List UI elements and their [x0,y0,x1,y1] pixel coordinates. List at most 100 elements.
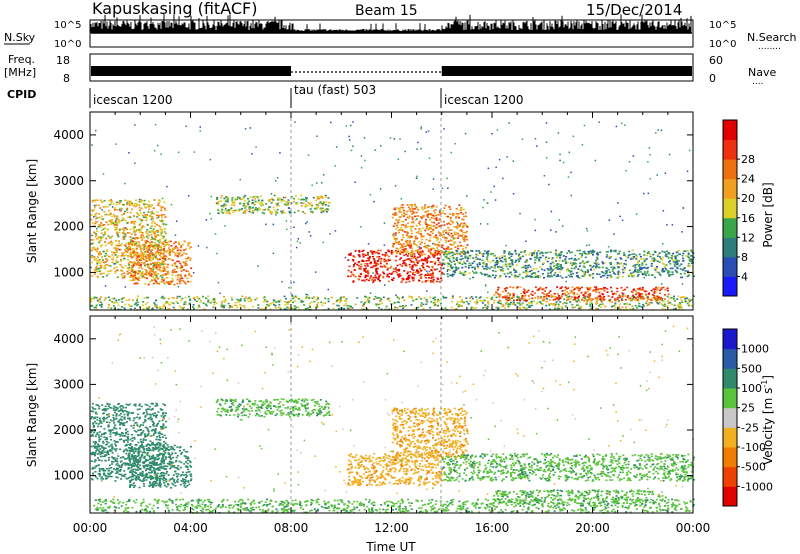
echo-cell [108,220,111,222]
echo-cell [277,199,279,201]
echo-cell [424,274,426,277]
echo-cell [275,211,278,213]
echo-cell [424,280,427,283]
echo-cell [177,276,180,279]
echo-cell [321,195,323,198]
echo-cell [132,251,135,253]
echo-cell [157,251,160,254]
echo-cell [521,255,524,258]
echo-cell [385,259,387,262]
echo-cell [618,252,621,255]
echo-cell [601,288,604,290]
echo-cell [93,213,96,216]
echo-cell [236,298,239,301]
echo-cell [524,267,527,270]
echo-cell [119,207,122,210]
echo-cell [442,273,445,275]
echo-cell [478,262,481,264]
echo-cell [462,213,465,215]
echo-cell [428,234,431,236]
echo-cell [126,200,129,203]
echo-cell [415,206,418,208]
echo-cell [440,246,443,248]
echo-cell [495,261,498,263]
echo-cell [90,218,93,221]
echo-cell [155,276,158,279]
echo-cell [145,247,148,250]
echo-cell [420,217,423,220]
echo-cell [277,197,279,199]
echo-cell [150,245,153,248]
echo-cell [498,302,501,304]
echo-cell [142,202,145,205]
echo-cell [154,264,157,266]
echo-cell [643,305,646,307]
echo-cell [638,260,641,262]
echo-cell [138,206,141,209]
echo-cell [133,244,136,247]
echo-cell [400,224,403,226]
echo-cell [362,260,365,263]
echo-cell [135,212,138,214]
echo-cell [506,295,508,297]
echo-cell [464,251,467,254]
echo-cell [140,219,143,222]
echo-cell [391,278,393,281]
echo-cell [152,258,154,261]
echo-cell [138,306,141,308]
echo-cell [435,235,438,238]
echo-cell [591,274,593,276]
echo-cell [573,267,576,270]
echo-cell [401,297,404,299]
echo-cell [631,256,633,259]
echo-cell [400,305,403,307]
echo-cell [690,259,693,261]
echo-cell [162,254,165,256]
echo-cell [155,280,158,283]
echo-cell [589,297,592,300]
echo-cell [606,254,609,256]
echo-cell [650,262,653,265]
echo-cell [133,307,136,310]
echo-cell [419,277,422,279]
echo-cell [392,251,395,254]
echo-cell [93,256,96,258]
echo-cell [115,251,118,254]
echo-cell [451,235,454,237]
echo-cell [493,276,496,279]
echo-cell [181,266,184,268]
echo-cell [438,244,440,247]
echo-cell [91,222,94,224]
echo-cell [269,308,272,310]
echo-cell [530,300,533,303]
echo-cell [182,252,185,254]
echo-cell [163,268,166,271]
echo-cell [606,274,609,277]
echo-cell [131,266,134,269]
echo-cell [133,253,136,256]
echo-cell [118,231,121,234]
echo-cell [223,197,226,200]
echo-cell [676,263,679,265]
echo-cell [343,307,346,310]
freq-label-2: [MHz] [4,66,36,79]
echo-cell [538,258,540,261]
echo-cell [418,260,421,262]
echo-cell [121,276,124,279]
echo-cell [90,239,93,241]
echo-cell [592,251,595,254]
echo-cell [141,237,144,240]
echo-cell [462,224,465,227]
echo-cell [173,248,176,250]
echo-cell [398,208,401,211]
echo-cell [252,212,254,214]
echo-cell [433,296,436,299]
echo-cell [444,239,447,242]
echo-cell [146,203,149,206]
echo-cell [398,241,401,243]
echo-cell [632,271,635,273]
echo-cell [125,203,128,206]
echo-cell [597,308,600,310]
echo-cell [442,297,445,299]
echo-cell [139,266,142,268]
